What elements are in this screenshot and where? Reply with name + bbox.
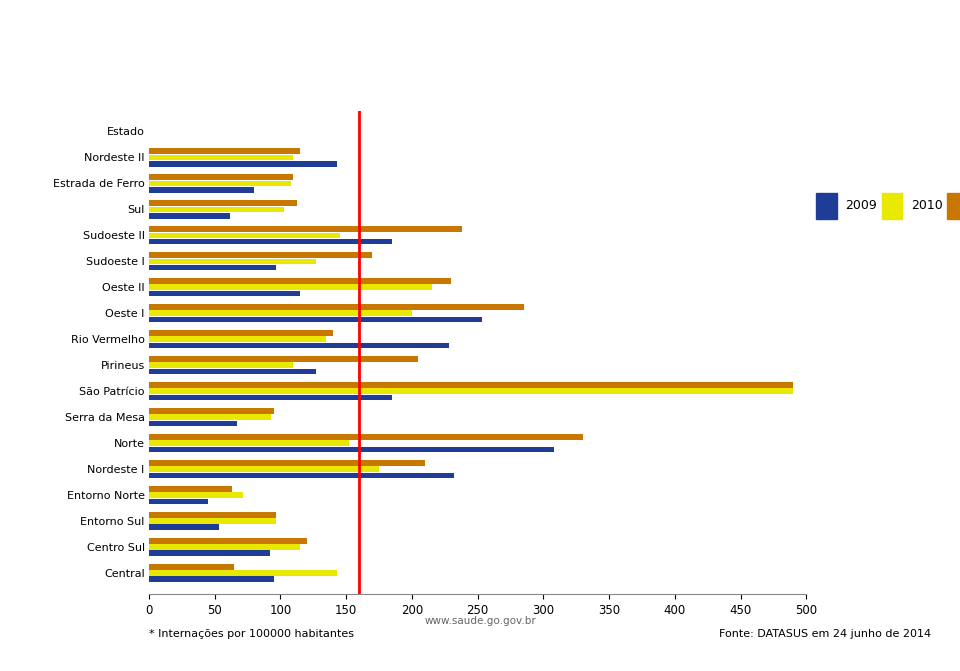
Bar <box>149 180 291 187</box>
Bar <box>149 265 276 270</box>
Bar <box>149 278 451 284</box>
Bar <box>149 576 274 582</box>
Bar <box>149 330 333 336</box>
Text: 2010: 2010 <box>911 199 943 213</box>
Bar <box>149 408 274 414</box>
Bar <box>149 258 316 264</box>
Bar <box>149 304 523 310</box>
Bar <box>149 174 294 180</box>
Bar <box>149 570 337 576</box>
Bar <box>149 415 271 420</box>
Bar <box>149 317 482 322</box>
Bar <box>948 193 960 219</box>
Bar <box>149 421 237 426</box>
Text: Fonte: DATASUS em 24 junho de 2014: Fonte: DATASUS em 24 junho de 2014 <box>719 629 931 639</box>
Bar <box>149 239 392 244</box>
Bar <box>149 512 276 518</box>
Text: * Internações por 100000 habitantes: * Internações por 100000 habitantes <box>149 629 354 639</box>
Bar <box>149 343 448 348</box>
Bar <box>149 395 392 401</box>
Bar <box>149 434 583 440</box>
Bar <box>149 550 270 556</box>
Bar <box>149 311 412 316</box>
Bar <box>149 440 348 446</box>
Bar <box>881 193 902 219</box>
Bar <box>149 291 300 297</box>
Bar <box>149 233 340 238</box>
Bar <box>149 544 300 550</box>
Text: www.saude.go.gov.br: www.saude.go.gov.br <box>424 616 536 625</box>
Text: Taxa de internação* por diarreia e gastroenterite de origem infecciosa presumíve: Taxa de internação* por diarreia e gastr… <box>36 30 924 49</box>
Bar <box>149 538 306 544</box>
Bar <box>149 187 254 193</box>
Text: e Regional de Saúde. Goiás, 2009 a 2011: e Regional de Saúde. Goiás, 2009 a 2011 <box>279 72 681 91</box>
Bar <box>149 148 300 154</box>
Bar <box>149 486 231 492</box>
Bar <box>149 525 219 530</box>
Text: 2009: 2009 <box>846 199 877 213</box>
Bar <box>149 161 337 166</box>
Bar <box>149 460 425 466</box>
Bar <box>149 356 419 362</box>
Bar <box>149 252 372 258</box>
Bar <box>149 518 276 524</box>
Bar <box>149 493 244 498</box>
Bar <box>149 472 454 478</box>
Bar <box>149 285 432 290</box>
Bar <box>149 368 316 374</box>
Bar <box>149 447 554 452</box>
Bar <box>816 193 837 219</box>
Bar <box>149 226 462 232</box>
Bar <box>149 213 230 219</box>
Bar <box>149 201 298 206</box>
Bar <box>149 389 793 394</box>
Bar <box>149 382 793 388</box>
Bar <box>149 564 234 570</box>
Bar <box>149 466 379 472</box>
Bar <box>149 336 326 342</box>
Bar <box>149 362 294 368</box>
Bar <box>149 154 294 160</box>
Bar <box>149 207 284 212</box>
Bar <box>149 499 208 504</box>
